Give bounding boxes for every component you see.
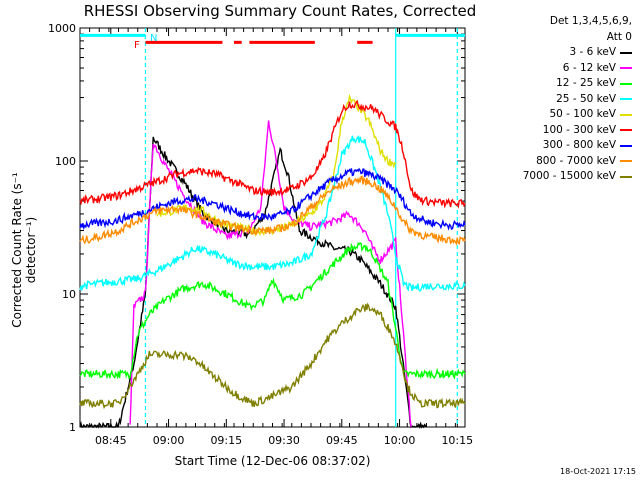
x-tick-label: 09:45 — [326, 434, 358, 447]
flag-f-label: F — [134, 40, 140, 51]
legend-swatch — [620, 175, 632, 178]
x-tick-label: 09:00 — [153, 434, 185, 447]
legend-item: 50 - 100 keV — [482, 107, 632, 123]
x-tick-label: 10:00 — [384, 434, 416, 447]
series-line — [79, 302, 466, 410]
legend-item: 800 - 7000 keV — [482, 154, 632, 170]
x-tick-label: 08:45 — [95, 434, 127, 447]
series-line — [79, 99, 466, 209]
legend-swatch — [620, 160, 632, 163]
series-line — [129, 120, 412, 428]
plot-frame — [79, 27, 466, 428]
legend-label: 12 - 25 keV — [556, 77, 616, 89]
legend-swatch — [620, 67, 632, 70]
y-tick-label: 100 — [55, 155, 76, 168]
legend-label: 800 - 7000 keV — [536, 154, 616, 167]
series-line — [79, 135, 466, 293]
timestamp: 18-Oct-2021 17:15 — [560, 467, 636, 476]
legend-label: 6 - 12 keV — [562, 61, 616, 74]
x-tick-label: 09:15 — [210, 434, 242, 447]
legend-label: 25 - 50 keV — [556, 92, 616, 105]
legend-swatch — [620, 82, 632, 85]
x-axis-label: Start Time (12-Dec-06 08:37:02) — [174, 454, 371, 468]
legend-label: 300 - 800 keV — [542, 139, 616, 151]
flag-n-label: N — [150, 33, 158, 44]
legend-label: 100 - 300 keV — [542, 123, 616, 136]
legend-swatch — [620, 51, 632, 54]
legend-label: 7000 - 15000 keV — [522, 170, 616, 182]
legend-item: 6 - 12 keV — [482, 61, 632, 77]
series-line — [79, 175, 466, 247]
legend-swatch — [620, 113, 632, 116]
legend-header-line1: Det 1,3,4,5,6,9, — [549, 15, 632, 27]
x-tick-label: 09:30 — [268, 434, 300, 447]
legend-swatch — [620, 144, 632, 147]
legend-item: 7000 - 15000 keV — [482, 169, 632, 185]
legend: Det 1,3,4,5,6,9, Att 0 3 - 6 keV 6 - 12 k… — [482, 14, 632, 185]
series-line — [79, 167, 466, 231]
legend-item: 100 - 300 keV — [482, 123, 632, 139]
legend-items: 3 - 6 keV 6 - 12 keV 12 - 25 keV 25 - 50 ke… — [482, 45, 632, 185]
legend-item: 25 - 50 keV — [482, 92, 632, 108]
legend-item: 12 - 25 keV — [482, 76, 632, 92]
chart-title: RHESSI Observing Summary Count Rates, Co… — [83, 2, 477, 20]
legend-swatch — [620, 98, 632, 101]
legend-label: 50 - 100 keV — [549, 108, 616, 120]
legend-header-line2: Att 0 — [606, 30, 632, 43]
series-line — [79, 241, 466, 380]
legend-label: 3 - 6 keV — [569, 46, 616, 58]
legend-swatch — [620, 129, 632, 132]
y-tick-label: 1 — [69, 421, 76, 434]
legend-item: 300 - 800 keV — [482, 138, 632, 154]
legend-item: 3 - 6 keV — [482, 45, 632, 61]
y-tick-label: 1000 — [48, 22, 76, 35]
x-tick-label: 10:15 — [441, 434, 473, 447]
y-tick-label: 10 — [62, 288, 76, 301]
